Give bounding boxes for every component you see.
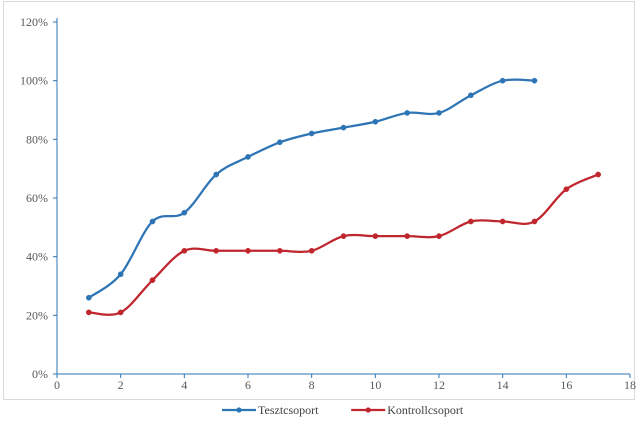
- x-tick-label: 16: [560, 378, 572, 392]
- data-point-kontrollcsoport: [245, 247, 251, 254]
- x-tick-label: 18: [624, 378, 636, 392]
- data-point-kontrollcsoport: [213, 247, 220, 254]
- data-point-tesztcsoport: [213, 171, 220, 178]
- y-tick-label: 20%: [26, 308, 48, 322]
- data-point-tesztcsoport: [467, 92, 474, 99]
- y-tick-label: 40%: [26, 250, 48, 264]
- y-tick-label: 60%: [26, 191, 48, 205]
- x-tick-label: 8: [309, 378, 315, 392]
- data-point-kontrollcsoport: [436, 233, 442, 239]
- data-point-tesztcsoport: [149, 218, 156, 225]
- legend-label-kontrollcsoport: Kontrollcsoport: [387, 403, 464, 417]
- data-point-tesztcsoport: [117, 271, 124, 278]
- y-tick-label: 120%: [20, 15, 48, 29]
- data-point-tesztcsoport: [404, 110, 411, 116]
- y-tick-label: 0%: [32, 367, 48, 381]
- legend-label-tesztcsoport: Tesztcsoport: [258, 403, 319, 417]
- axes-group: 0% 20% 40% 60% 80% 100% 120% 0 2 4 6 8 10 12 14 16 18: [20, 15, 636, 392]
- data-point-tesztcsoport: [85, 294, 92, 301]
- x-tick-label: 4: [181, 378, 187, 392]
- x-tick-label: 0: [54, 378, 60, 392]
- data-point-kontrollcsoport: [404, 233, 411, 239]
- x-tick-label: 14: [497, 378, 509, 392]
- data-point-kontrollcsoport: [149, 277, 156, 283]
- data-point-kontrollcsoport: [531, 218, 538, 225]
- data-point-tesztcsoport: [436, 110, 442, 116]
- data-point-kontrollcsoport: [276, 247, 283, 254]
- data-point-tesztcsoport: [181, 209, 188, 216]
- x-tick-label: 10: [369, 378, 381, 392]
- data-point-tesztcsoport: [372, 118, 379, 125]
- data-point-tesztcsoport: [499, 77, 506, 84]
- data-point-kontrollcsoport: [340, 233, 347, 239]
- y-tick-label: 80%: [26, 132, 48, 146]
- data-point-kontrollcsoport: [563, 186, 570, 193]
- data-point-kontrollcsoport: [499, 218, 506, 225]
- legend: Tesztcsoport Kontrollcsoport: [222, 403, 464, 417]
- data-point-kontrollcsoport: [181, 247, 188, 254]
- data-point-tesztcsoport: [531, 77, 538, 84]
- legend-marker-kontrollcsoport: [365, 407, 371, 413]
- data-point-tesztcsoport: [340, 124, 347, 131]
- data-point-kontrollcsoport: [117, 309, 124, 316]
- x-tick-label: 6: [245, 378, 251, 392]
- data-point-kontrollcsoport: [467, 218, 474, 225]
- series-points-group: [85, 77, 602, 316]
- data-point-kontrollcsoport: [595, 171, 602, 178]
- data-point-tesztcsoport: [245, 154, 251, 160]
- legend-marker-tesztcsoport: [236, 407, 242, 413]
- data-point-kontrollcsoport: [85, 309, 92, 316]
- y-tick-label: 100%: [20, 74, 48, 88]
- data-point-kontrollcsoport: [372, 233, 379, 239]
- data-point-tesztcsoport: [276, 139, 283, 146]
- x-tick-label: 12: [433, 378, 445, 392]
- x-tick-label: 2: [118, 378, 124, 392]
- chart-border: [3, 1, 635, 400]
- data-point-tesztcsoport: [308, 130, 315, 137]
- data-point-kontrollcsoport: [308, 247, 315, 254]
